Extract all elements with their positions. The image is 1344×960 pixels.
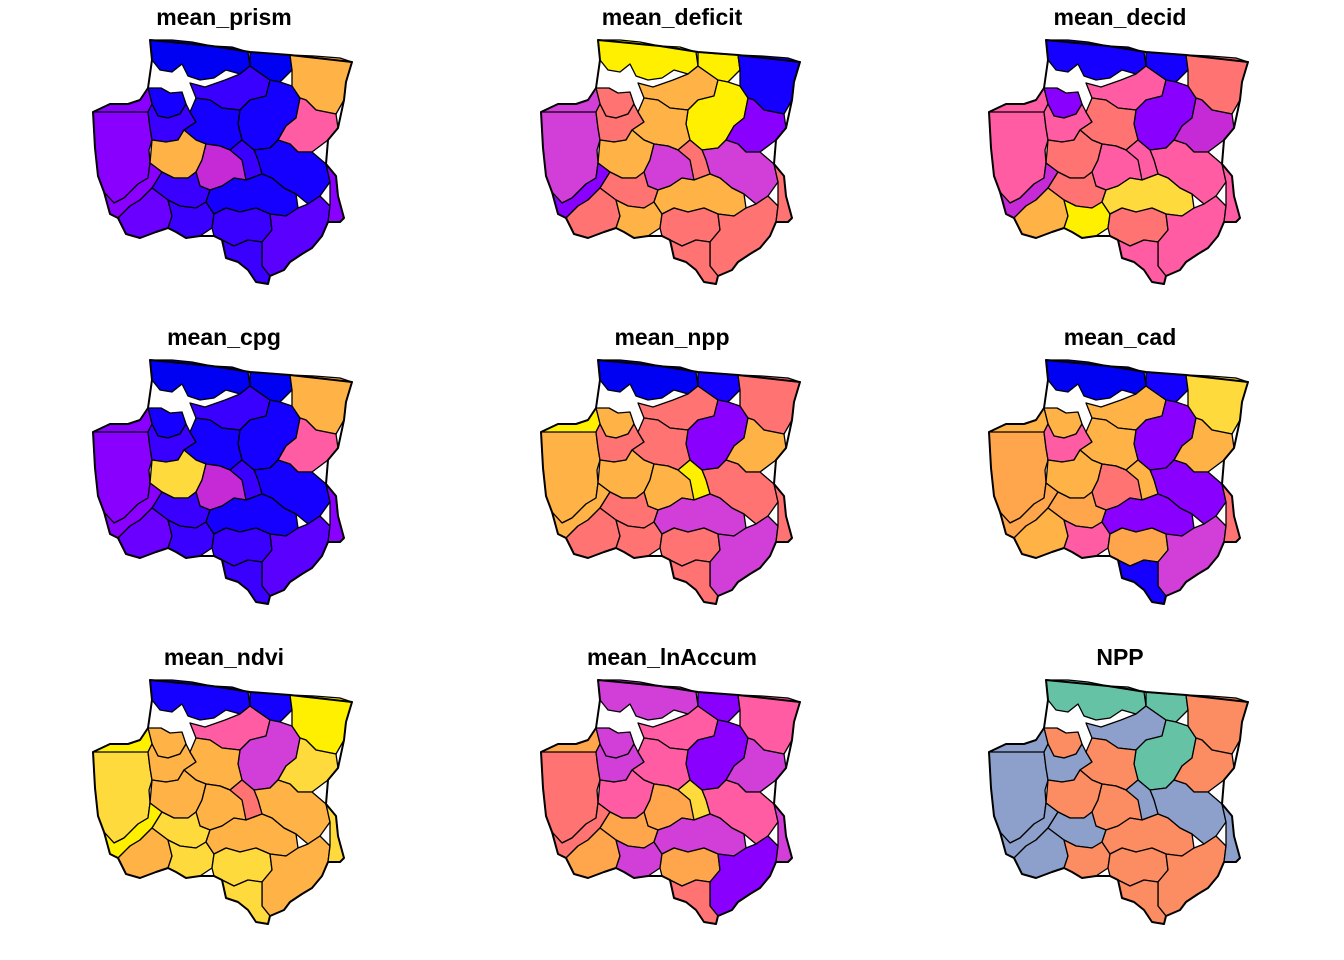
panel-title: mean_decid: [1053, 4, 1187, 30]
map-panel-mean-cpg: mean_cpg: [0, 320, 448, 640]
watershed-region: [597, 359, 699, 401]
panel-title: mean_prism: [156, 4, 292, 30]
watershed-region: [773, 163, 793, 223]
study-area-outline: [92, 39, 353, 285]
panel-title: mean_npp: [614, 324, 730, 350]
map-panel-mean-npp: mean_npp: [448, 320, 896, 640]
choropleth-map-mean-prism: [92, 39, 353, 285]
panel-title: NPP: [1096, 644, 1144, 670]
choropleth-map-mean-npp: [540, 359, 801, 605]
watershed-region: [325, 803, 345, 863]
map-panel-npp: NPP: [896, 640, 1344, 960]
choropleth-map-mean-lnaccum: [540, 679, 801, 925]
watershed-region: [773, 483, 793, 543]
map-panel-mean-decid: mean_decid: [896, 0, 1344, 320]
choropleth-map-mean-cpg: [92, 359, 353, 605]
panel-title: mean_cad: [1063, 324, 1177, 350]
study-area-outline: [92, 359, 353, 605]
watershed-region: [149, 39, 251, 81]
map-panel-mean-cad: mean_cad: [896, 320, 1344, 640]
watershed-region: [773, 803, 793, 863]
watershed-region: [325, 163, 345, 223]
panel-title: mean_deficit: [601, 4, 743, 30]
watershed-region: [1045, 359, 1147, 401]
study-area-outline: [540, 679, 801, 925]
map-panel-mean-ndvi: mean_ndvi: [0, 640, 448, 960]
panel-title: mean_ndvi: [163, 644, 285, 670]
watershed-region: [597, 679, 699, 721]
panel-title: mean_cpg: [167, 324, 281, 350]
watershed-region: [149, 359, 251, 401]
choropleth-map-mean-cad: [988, 359, 1249, 605]
choropleth-map-npp: [988, 679, 1249, 925]
watershed-region: [597, 39, 699, 81]
watershed-region: [1221, 483, 1241, 543]
study-area-outline: [540, 39, 801, 285]
choropleth-map-mean-deficit: [540, 39, 801, 285]
study-area-outline: [92, 679, 353, 925]
choropleth-map-mean-decid: [988, 39, 1249, 285]
watershed-region: [1221, 803, 1241, 863]
watershed-region: [149, 679, 251, 721]
panel-title: mean_lnAccum: [586, 644, 757, 670]
map-panel-mean-prism: mean_prism: [0, 0, 448, 320]
watershed-region: [1221, 163, 1241, 223]
study-area-outline: [988, 359, 1249, 605]
watershed-region: [1045, 39, 1147, 81]
map-panel-mean-lnaccum: mean_lnAccum: [448, 640, 896, 960]
choropleth-map-mean-ndvi: [92, 679, 353, 925]
map-panel-mean-deficit: mean_deficit: [448, 0, 896, 320]
study-area-outline: [540, 359, 801, 605]
study-area-outline: [988, 39, 1249, 285]
watershed-region: [1045, 679, 1147, 721]
watershed-region: [325, 483, 345, 543]
study-area-outline: [988, 679, 1249, 925]
